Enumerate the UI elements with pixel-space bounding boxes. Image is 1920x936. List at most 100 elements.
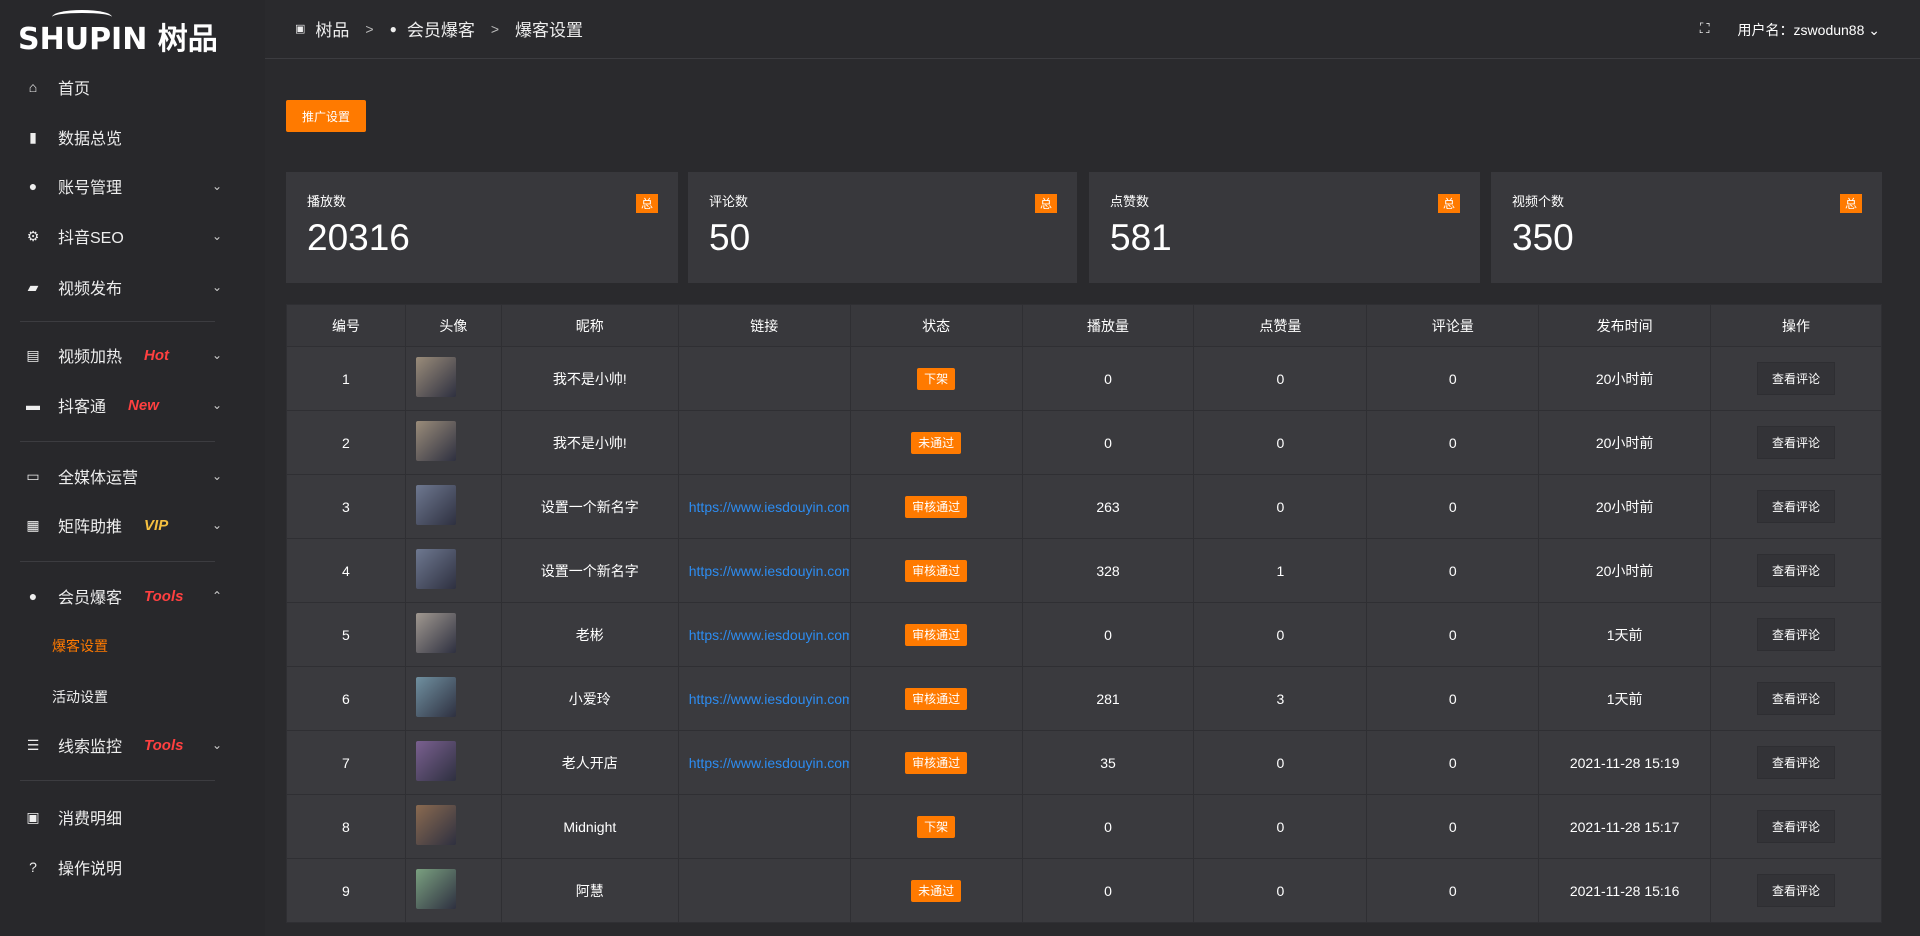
chevron-icon: ⌄ xyxy=(212,398,223,412)
status-cell: 未通过 xyxy=(849,410,1023,475)
video-link[interactable]: https://www.iesdouyin.com xyxy=(688,754,849,771)
avatar xyxy=(415,805,456,845)
link-cell: https://www.iesdouyin.com xyxy=(677,730,851,795)
sidebar-item[interactable]: ▭ 全媒体运营 ⌄ xyxy=(0,451,265,501)
sidebar-subitem[interactable]: 爆客设置 xyxy=(52,638,108,654)
comments: 0 xyxy=(1366,346,1540,411)
chevron-icon: ⌄ xyxy=(212,518,223,532)
stat-value: 350 xyxy=(1512,217,1574,258)
sidebar-item[interactable]: ? 操作说明 xyxy=(0,842,265,892)
sidebar-divider xyxy=(20,561,215,562)
view-comments-button[interactable]: 查看评论 xyxy=(1757,554,1836,587)
total-badge: 总 xyxy=(635,194,658,213)
sidebar: SHUPIN 树品 ⌂ 首页 ▮ 数据总览 ● 账号管理 ⌄ ⚙ 抖音SEO ⌄ ▰ 视频发布 ⌄ ▤ 视频… xyxy=(0,0,265,936)
video-link[interactable]: https://www.iesdouyin.com xyxy=(688,562,849,579)
sidebar-item-tag: Tools xyxy=(144,587,184,605)
view-comments-button[interactable]: 查看评论 xyxy=(1757,426,1836,459)
sidebar-item-tag: Tools xyxy=(144,736,184,754)
avatar xyxy=(415,677,456,717)
sidebar-item[interactable]: ▮ 数据总览 xyxy=(0,112,265,162)
row-id: 6 xyxy=(286,666,406,731)
video-link[interactable]: https://www.iesdouyin.com xyxy=(688,498,849,515)
publish-time: 20小时前 xyxy=(1538,346,1712,411)
comments: 0 xyxy=(1366,538,1540,603)
view-comments-button[interactable]: 查看评论 xyxy=(1757,874,1836,907)
status-cell: 未通过 xyxy=(849,858,1023,923)
column-header: 昵称 xyxy=(500,304,679,347)
sidebar-subitem[interactable]: 活动设置 xyxy=(52,689,108,705)
sidebar-item[interactable]: ▬ 抖客通 New ⌄ xyxy=(0,380,265,430)
stat-card: 点赞数 581 总 xyxy=(1089,172,1480,283)
sidebar-item[interactable]: ⌂ 首页 xyxy=(0,62,265,112)
sidebar-item[interactable]: ● 会员爆客 Tools ⌃ xyxy=(0,571,265,621)
chevron-icon: ⌃ xyxy=(212,589,223,603)
plays: 263 xyxy=(1021,474,1195,539)
view-comments-button[interactable]: 查看评论 xyxy=(1757,618,1836,651)
action-cell: 查看评论 xyxy=(1710,666,1882,731)
stat-value: 20316 xyxy=(307,217,410,258)
avatar xyxy=(415,421,456,461)
sidebar-item[interactable]: ● 账号管理 ⌄ xyxy=(0,161,265,211)
likes: 0 xyxy=(1193,794,1368,859)
user-menu[interactable]: 用户名：zswodun88 ⌄ xyxy=(1737,22,1880,38)
fullscreen-icon[interactable]: ⛶ xyxy=(1699,20,1710,36)
home-icon: ⌂ xyxy=(28,79,38,95)
sidebar-item-label: 视频发布 xyxy=(58,281,123,298)
breadcrumb-item[interactable]: 树品 xyxy=(315,21,350,40)
status-badge: 未通过 xyxy=(911,432,962,454)
chevron-icon: ⌄ xyxy=(212,179,223,193)
link-cell: https://www.iesdouyin.com xyxy=(677,538,851,603)
status-cell: 审核通过 xyxy=(849,474,1023,539)
view-comments-button[interactable]: 查看评论 xyxy=(1757,490,1836,523)
chevron-icon: ⌄ xyxy=(212,469,223,483)
status-badge: 审核通过 xyxy=(905,624,968,646)
likes: 0 xyxy=(1193,858,1368,923)
link-cell xyxy=(677,794,851,859)
action-cell: 查看评论 xyxy=(1710,602,1882,667)
likes: 3 xyxy=(1193,666,1368,731)
video-link[interactable]: https://www.iesdouyin.com xyxy=(688,626,849,643)
sidebar-item-label: 全媒体运营 xyxy=(58,470,139,487)
view-comments-button[interactable]: 查看评论 xyxy=(1757,746,1836,779)
publish-time: 1天前 xyxy=(1538,602,1712,667)
promo-settings-button[interactable]: 推广设置 xyxy=(286,100,366,132)
avatar-cell xyxy=(404,346,502,411)
table-row: 5 老彬 https://www.iesdouyin.com 审核通过 0 0 … xyxy=(286,602,1882,667)
grid-icon: ▦ xyxy=(26,516,40,533)
avatar xyxy=(415,741,456,781)
status-cell: 下架 xyxy=(849,346,1023,411)
publish-time: 2021-11-28 15:16 xyxy=(1538,858,1712,923)
view-comments-button[interactable]: 查看评论 xyxy=(1757,362,1836,395)
sidebar-item[interactable]: ▤ 视频加热 Hot ⌄ xyxy=(0,330,265,380)
view-comments-button[interactable]: 查看评论 xyxy=(1757,682,1836,715)
view-comments-button[interactable]: 查看评论 xyxy=(1757,810,1836,843)
sidebar-item[interactable]: ☰ 线索监控 Tools ⌄ xyxy=(0,720,265,770)
sliders-icon: ☰ xyxy=(26,736,40,753)
sidebar-item[interactable]: ▰ 视频发布 ⌄ xyxy=(0,262,265,312)
link-cell xyxy=(677,858,851,923)
status-cell: 审核通过 xyxy=(849,538,1023,603)
monitor-icon: ▭ xyxy=(26,467,40,484)
row-id: 7 xyxy=(286,730,406,795)
sidebar-item[interactable]: ▣ 消费明细 xyxy=(0,792,265,842)
status-cell: 审核通过 xyxy=(849,602,1023,667)
link-cell: https://www.iesdouyin.com xyxy=(677,474,851,539)
status-cell: 下架 xyxy=(849,794,1023,859)
nickname: Midnight xyxy=(500,794,679,859)
row-id: 3 xyxy=(286,474,406,539)
chat-icon: ▬ xyxy=(26,397,40,413)
logo: SHUPIN 树品 xyxy=(18,10,218,58)
video-link[interactable]: https://www.iesdouyin.com xyxy=(688,690,849,707)
sidebar-item-tag: Hot xyxy=(144,346,170,364)
chevron-icon: ⌄ xyxy=(212,280,223,294)
breadcrumb-item[interactable]: 会员爆客 xyxy=(406,21,475,40)
status-badge: 下架 xyxy=(917,368,956,390)
sidebar-item[interactable]: ▦ 矩阵助推 VIP ⌄ xyxy=(0,500,265,550)
avatar-cell xyxy=(404,730,502,795)
plays: 0 xyxy=(1021,602,1195,667)
sidebar-item[interactable]: ⚙ 抖音SEO ⌄ xyxy=(0,211,265,261)
table-row: 4 设置一个新名字 https://www.iesdouyin.com 审核通过… xyxy=(286,538,1882,603)
likes: 0 xyxy=(1193,346,1368,411)
status-badge: 审核通过 xyxy=(905,752,968,774)
avatar-cell xyxy=(404,410,502,475)
